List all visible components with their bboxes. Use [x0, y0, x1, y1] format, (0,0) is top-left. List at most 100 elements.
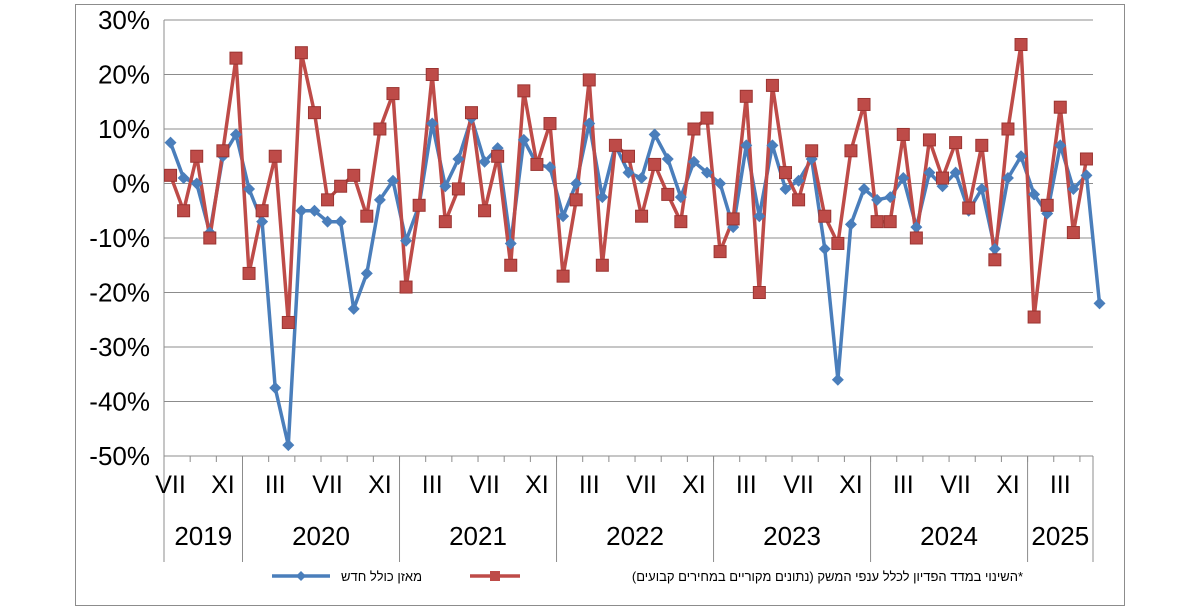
data-point	[543, 117, 557, 131]
data-point	[1027, 310, 1041, 324]
data-point	[347, 302, 360, 315]
data-point	[255, 204, 269, 218]
legend-label-red: השינוי במדד הפדיון לכלל ענפי המשק (נתוני…	[632, 569, 1023, 584]
data-point	[216, 144, 230, 158]
data-point	[766, 139, 779, 152]
data-point	[1040, 198, 1054, 212]
data-point	[478, 204, 492, 218]
data-point	[569, 193, 583, 207]
data-point	[425, 68, 439, 81]
data-point	[975, 182, 988, 195]
y-tick-label: 30%	[98, 5, 150, 35]
data-point	[674, 215, 688, 229]
data-point	[294, 46, 308, 60]
x-month-label: VII	[626, 471, 657, 499]
data-point	[1001, 122, 1015, 136]
data-point	[792, 174, 805, 187]
data-point	[1001, 172, 1014, 185]
x-month-label: XI	[211, 471, 235, 499]
data-point	[726, 212, 740, 226]
chart-frame	[75, 4, 1125, 606]
x-month-label: VII	[469, 471, 500, 499]
data-point	[452, 152, 465, 165]
data-point	[648, 157, 662, 171]
data-point	[190, 177, 203, 190]
data-point	[897, 172, 910, 185]
data-point	[399, 280, 413, 294]
data-point	[334, 179, 348, 193]
data-point	[517, 133, 530, 146]
data-point	[307, 106, 321, 120]
data-point	[400, 234, 413, 247]
data-point	[242, 266, 256, 280]
data-point	[451, 182, 465, 196]
data-point	[203, 231, 217, 245]
data-point	[687, 122, 701, 136]
data-point	[426, 117, 439, 130]
data-point	[412, 198, 426, 212]
data-point	[648, 128, 661, 141]
data-point	[910, 221, 923, 234]
data-point	[373, 122, 387, 136]
data-point	[765, 78, 779, 92]
y-tick-label: 0%	[112, 169, 150, 199]
data-point	[360, 267, 373, 280]
x-year-label: 2025	[1031, 521, 1089, 551]
x-month-label: XI	[368, 471, 392, 499]
x-year-label: 2022	[606, 521, 664, 551]
x-month-label: XI	[839, 471, 863, 499]
data-point	[269, 381, 282, 394]
data-point	[256, 215, 269, 228]
y-tick-label: -30%	[89, 332, 150, 362]
data-point	[308, 204, 321, 217]
data-point	[464, 106, 478, 120]
data-point	[1014, 38, 1028, 52]
data-point	[713, 245, 727, 259]
data-point	[622, 166, 635, 179]
data-point	[582, 73, 596, 87]
data-point	[282, 439, 295, 452]
data-point	[661, 152, 674, 165]
data-point	[831, 373, 844, 386]
data-point	[595, 258, 609, 272]
data-point	[386, 174, 399, 187]
data-point	[896, 127, 910, 141]
data-point	[504, 258, 518, 272]
x-month-label: VII	[940, 471, 971, 499]
data-point	[949, 166, 962, 179]
data-point	[635, 172, 648, 185]
y-tick-label: 20%	[98, 60, 150, 90]
y-tick-label: -50%	[89, 441, 150, 471]
data-point	[805, 144, 819, 158]
data-point	[870, 215, 884, 229]
data-point	[844, 218, 857, 231]
data-point	[962, 201, 976, 215]
x-month-label: III	[1050, 471, 1071, 499]
series-lines	[164, 38, 1106, 452]
data-point	[583, 117, 596, 130]
data-point	[177, 204, 191, 218]
legend: מאזן כולל חדש השינוי במדד הפדיון לכלל ענפ…	[272, 569, 1023, 584]
data-point	[988, 253, 1002, 267]
data-point	[504, 237, 517, 250]
x-month-label: XI	[682, 471, 706, 499]
data-point	[687, 155, 700, 168]
data-point	[883, 215, 897, 229]
data-point	[556, 269, 570, 283]
x-year-label: 2020	[292, 521, 350, 551]
data-point	[635, 209, 649, 223]
data-point	[438, 215, 452, 229]
data-point	[844, 144, 858, 158]
data-point	[321, 193, 335, 207]
x-month-label: III	[579, 471, 600, 499]
legend-marker-red	[490, 571, 500, 581]
data-point	[229, 128, 242, 141]
data-point	[386, 87, 400, 101]
x-month-label: VII	[312, 471, 343, 499]
data-point	[360, 209, 374, 223]
y-tick-label: -40%	[89, 387, 150, 417]
data-point	[739, 89, 753, 103]
data-point	[936, 171, 950, 185]
x-month-label: III	[422, 471, 443, 499]
